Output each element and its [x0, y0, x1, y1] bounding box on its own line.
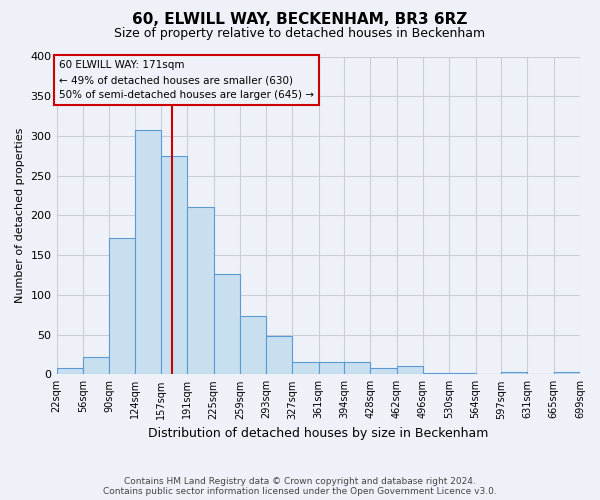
Bar	[161, 156, 187, 374]
Bar	[109, 238, 136, 374]
Bar	[370, 368, 397, 374]
Text: 60, ELWILL WAY, BECKENHAM, BR3 6RZ: 60, ELWILL WAY, BECKENHAM, BR3 6RZ	[133, 12, 467, 28]
Bar	[136, 130, 161, 374]
Bar	[397, 366, 423, 374]
Y-axis label: Number of detached properties: Number of detached properties	[15, 128, 25, 303]
Bar	[423, 372, 449, 374]
Text: Contains public sector information licensed under the Open Government Licence v3: Contains public sector information licen…	[103, 487, 497, 496]
Bar	[344, 362, 370, 374]
Bar	[187, 208, 214, 374]
Bar	[56, 368, 83, 374]
Text: Contains HM Land Registry data © Crown copyright and database right 2024.: Contains HM Land Registry data © Crown c…	[124, 477, 476, 486]
Bar	[266, 336, 292, 374]
X-axis label: Distribution of detached houses by size in Beckenham: Distribution of detached houses by size …	[148, 427, 488, 440]
Bar	[501, 372, 527, 374]
Bar	[319, 362, 344, 374]
Text: 60 ELWILL WAY: 171sqm
← 49% of detached houses are smaller (630)
50% of semi-det: 60 ELWILL WAY: 171sqm ← 49% of detached …	[59, 60, 314, 100]
Bar	[214, 274, 240, 374]
Bar	[83, 357, 109, 374]
Bar	[554, 372, 580, 374]
Bar	[292, 362, 319, 374]
Text: Size of property relative to detached houses in Beckenham: Size of property relative to detached ho…	[115, 28, 485, 40]
Bar	[449, 372, 476, 374]
Bar	[240, 316, 266, 374]
